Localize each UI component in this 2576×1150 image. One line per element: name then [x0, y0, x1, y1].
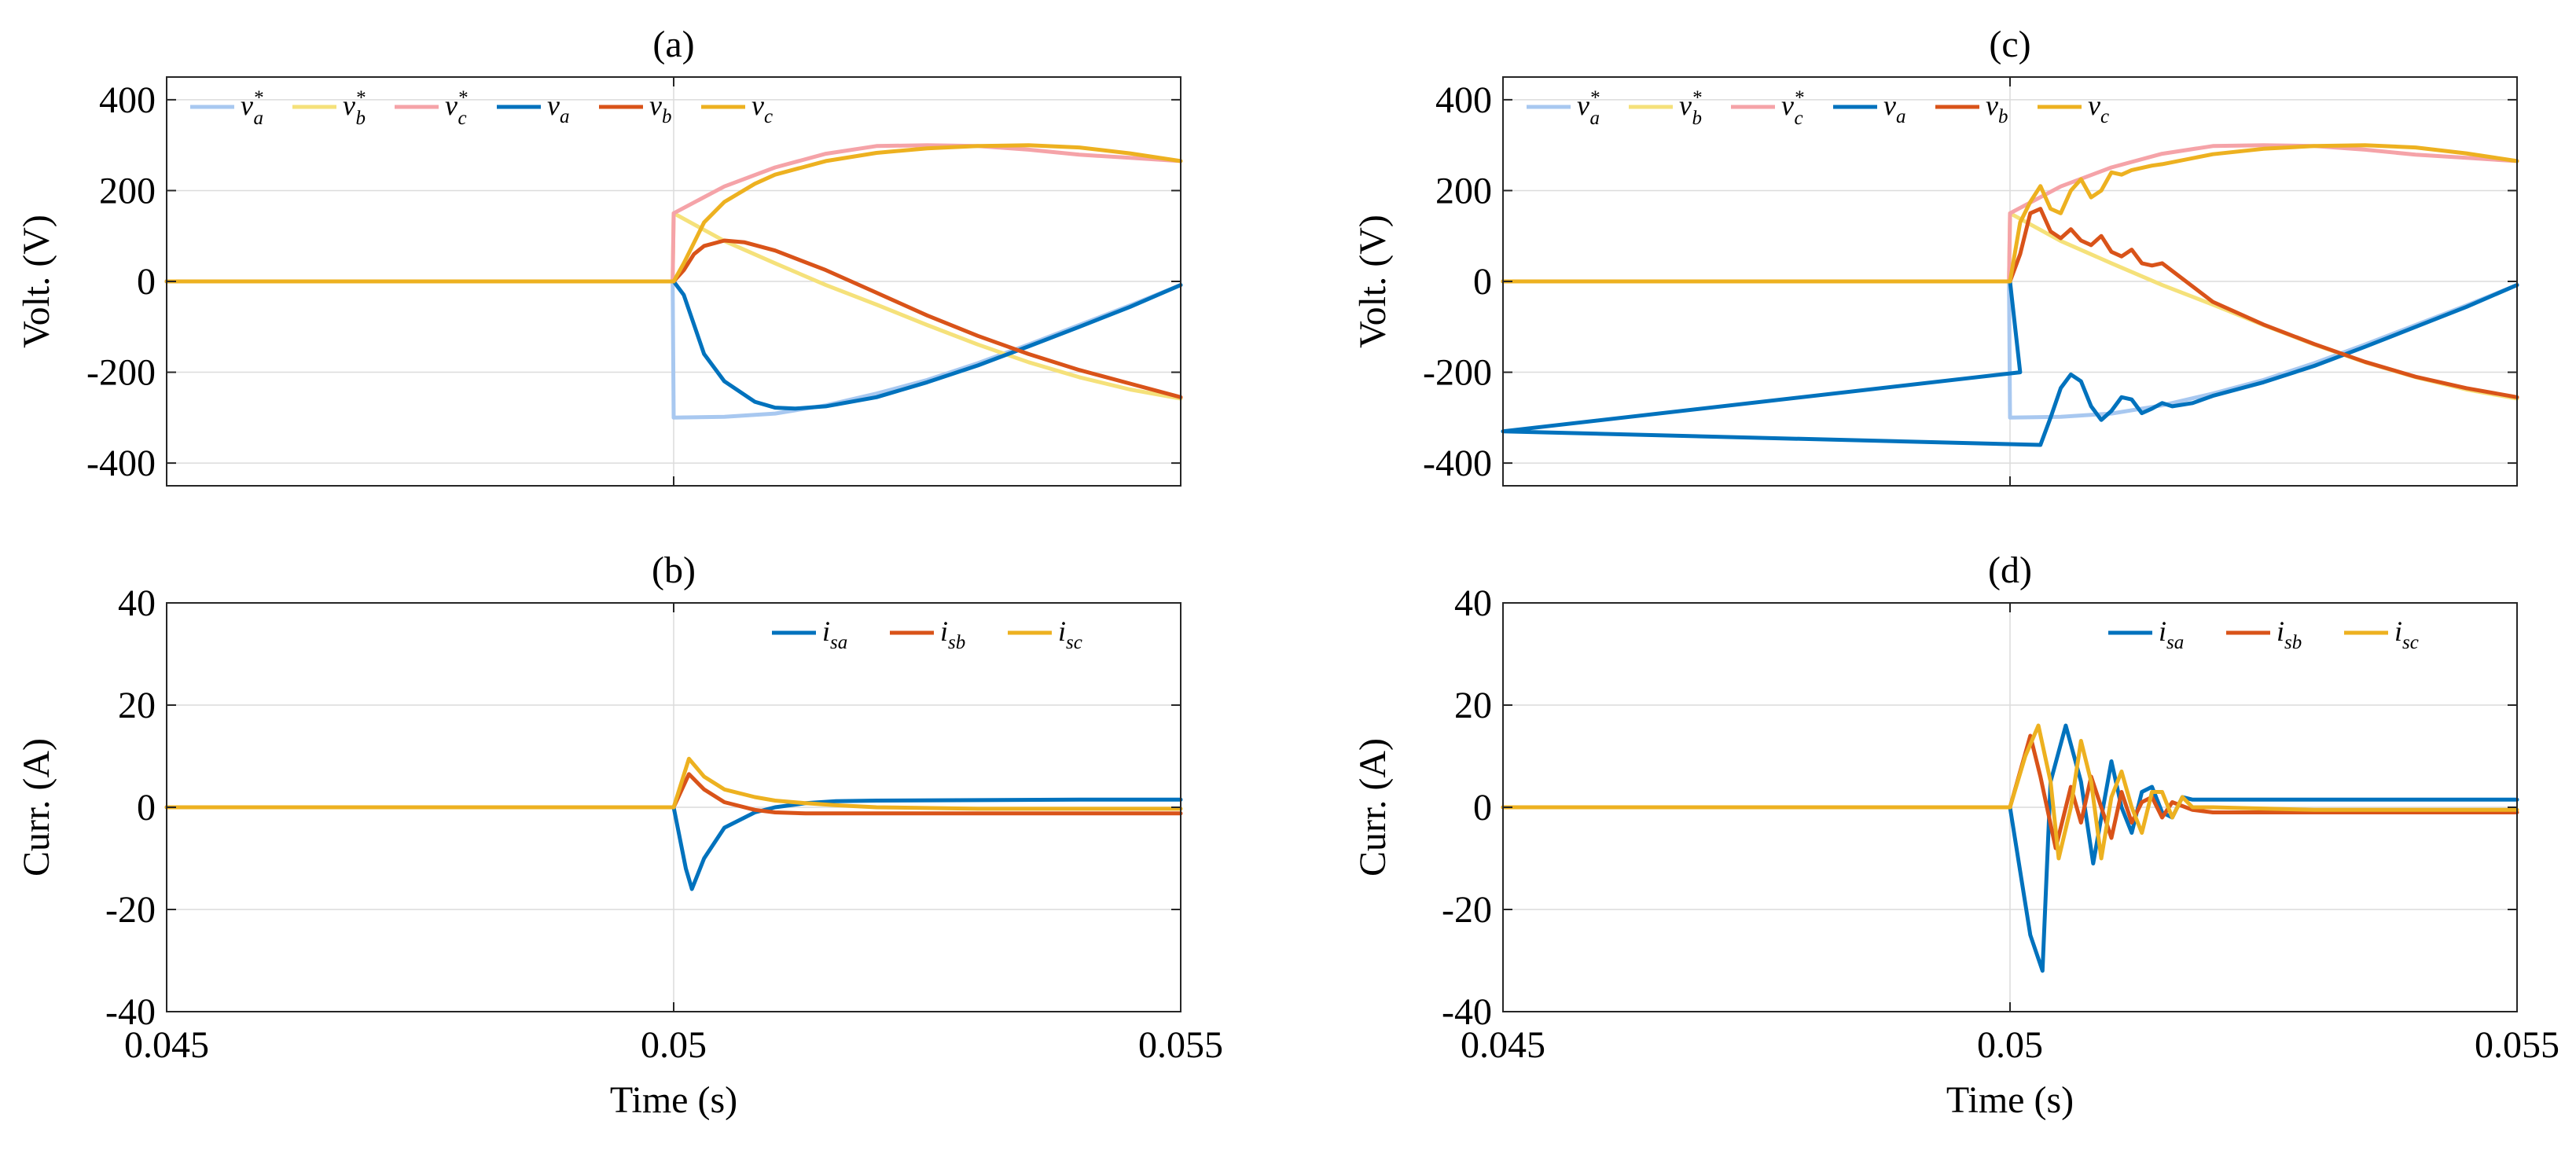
axes-layer [166, 76, 2518, 1012]
xlabel-right: Time (s) [1946, 1079, 2074, 1121]
panel-d-series-isa [1501, 723, 2519, 973]
panel-c-ytick-label: 0 [1473, 261, 1492, 303]
panel-c-ytick-label: -400 [1423, 443, 1492, 484]
panel-d-ytick-label: 40 [1454, 582, 1492, 624]
panel-c-legend-label: va [1883, 90, 1905, 127]
panel-c-series-vc [1501, 143, 2519, 284]
panel-c-legend-label: v* b [1679, 87, 1702, 129]
panel-c-series-va [1501, 279, 2519, 447]
panel-a-ytick-label: 0 [137, 261, 156, 303]
panel-c-ytick-label: 400 [1435, 79, 1492, 121]
panel-b-legend-label: isa [822, 615, 847, 653]
panel-c-series-vc-ref [1501, 143, 2519, 284]
panel-a-ytick-label: -400 [86, 443, 156, 484]
panel-c-title: (c) [1989, 24, 2030, 65]
panel-a-series-va [164, 279, 1183, 411]
panel-a-legend-label: vc [751, 90, 773, 127]
panel-b-xtick-label: 0.045 [124, 1024, 209, 1066]
panel-a-legend-label: v* c [445, 87, 468, 129]
panel-a-legend-label: vb [649, 90, 671, 127]
panel-d-series-isb [1501, 733, 2519, 851]
panel-a-series-vc [164, 143, 1183, 284]
panel-c-ytick-label: -200 [1423, 352, 1492, 394]
panel-a-series-vc-ref [164, 143, 1183, 284]
panel-c-legend-label: vc [2088, 90, 2109, 127]
panel-b-ytick-label: -40 [105, 991, 156, 1033]
panel-b-legend-label: isc [1058, 615, 1082, 653]
panel-b-ylabel: Curr. (A) [16, 738, 57, 876]
panel-b-ytick-label: 40 [118, 582, 156, 624]
panel-b-xtick-label: 0.05 [641, 1024, 707, 1066]
panel-c-ytick-label: 200 [1435, 170, 1492, 211]
panel-b-legend-label: isb [940, 615, 965, 653]
panel-c-series-va-ref [1501, 279, 2519, 420]
panel-a-ytick-label: 400 [99, 79, 156, 121]
panel-d-xtick-label: 0.045 [1461, 1024, 1545, 1066]
panel-d-ylabel: Curr. (A) [1352, 738, 1394, 876]
panel-c-ylabel: Volt. (V) [1352, 215, 1394, 348]
panel-a-series-va-ref [164, 279, 1183, 420]
panel-a-legend-label: v* a [241, 87, 263, 129]
panel-a-ytick-label: -200 [86, 352, 156, 394]
panel-a-ylabel: Volt. (V) [16, 215, 57, 348]
panel-d-ytick-label: -20 [1442, 889, 1492, 931]
panel-b-title: (b) [652, 549, 696, 591]
panel-a-legend-label: va [547, 90, 569, 127]
panel-c-series-vb [1501, 207, 2519, 399]
panel-a-ytick-label: 200 [99, 170, 156, 211]
panel-c-legend-label: v* c [1781, 87, 1804, 129]
panel-b-ytick-label: 20 [118, 685, 156, 726]
panel-d-ytick-label: 20 [1454, 685, 1492, 726]
xlabel-left: Time (s) [610, 1079, 737, 1121]
series-layer [164, 143, 2519, 973]
panel-b-ytick-label: -20 [105, 889, 156, 931]
panel-a-legend-label: v* b [343, 87, 366, 129]
panel-d-legend-label: isa [2159, 615, 2184, 653]
panel-c-legend-label: v* a [1577, 87, 1600, 129]
panel-d-title: (d) [1988, 549, 2032, 591]
panel-b-series-isc [164, 756, 1183, 811]
panel-d-legend-label: isb [2277, 615, 2302, 653]
panel-d-ytick-label: 0 [1473, 787, 1492, 829]
panel-b-series-isb [164, 772, 1183, 816]
panel-d-xtick-label: 0.05 [1977, 1024, 2043, 1066]
panel-c-legend-label: vb [1986, 90, 2008, 127]
panel-a-series-vb [164, 238, 1183, 399]
panel-d-xtick-label: 0.055 [2475, 1024, 2559, 1066]
panel-b-ytick-label: 0 [137, 787, 156, 829]
panel-d-legend-label: isc [2394, 615, 2419, 653]
panel-a-title: (a) [652, 24, 694, 65]
panel-d-series-isc [1501, 723, 2519, 861]
panel-d-ytick-label: -40 [1442, 991, 1492, 1033]
grid-layer [166, 77, 2518, 1012]
panel-b-xtick-label: 0.055 [1138, 1024, 1223, 1066]
